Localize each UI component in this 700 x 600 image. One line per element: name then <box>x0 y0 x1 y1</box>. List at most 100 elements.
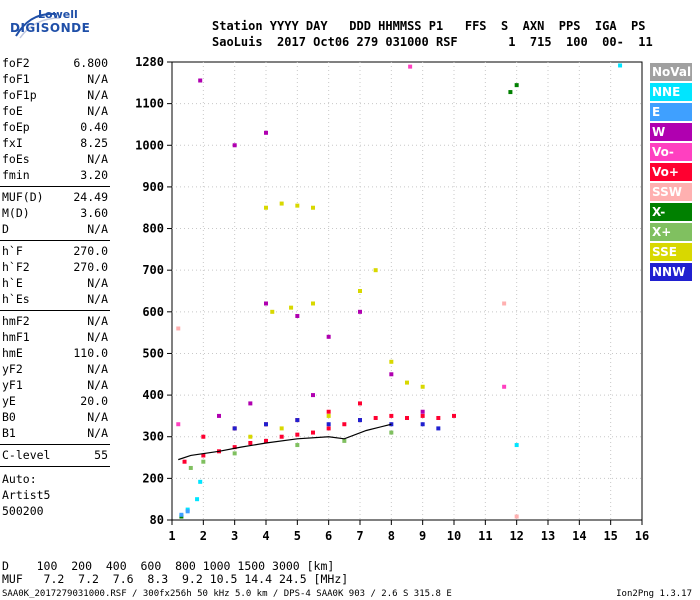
footer-file-info: SAA0K_2017279031000.RSF / 300fx256h 50 k… <box>2 589 452 599</box>
data-point-vo <box>326 409 331 414</box>
param-row-hmf1: hmF1 N/A <box>2 330 108 346</box>
data-point-vo <box>342 422 347 427</box>
param-value: 55 <box>94 448 108 462</box>
data-point-w <box>248 401 253 406</box>
grid <box>172 62 642 520</box>
data-point-sse <box>326 413 331 418</box>
param-label: hmE <box>2 346 23 360</box>
param-row-yf1: yF1 N/A <box>2 378 108 394</box>
footer-table: D 100 200 400 600 800 1000 1500 3000 [km… <box>2 560 348 586</box>
data-point-sse <box>311 301 315 306</box>
legend-item-vo: Vo+ <box>650 163 692 181</box>
y-tick-label: 700 <box>142 263 164 277</box>
y-tick-label: 400 <box>142 388 164 402</box>
data-point-vo <box>420 413 425 418</box>
param-row-hme: hmE 110.0 <box>2 346 108 362</box>
param-separator <box>0 186 110 187</box>
param-label: C-level <box>2 448 51 462</box>
param-label: foEs <box>2 152 30 166</box>
legend-item-w: W <box>650 123 692 141</box>
y-tick-label: 900 <box>142 180 164 194</box>
data-point-x <box>232 451 237 456</box>
param-value: N/A <box>87 362 108 376</box>
param-label: h`E <box>2 276 23 290</box>
param-value: 6.800 <box>73 56 108 70</box>
param-label: fmin <box>2 168 30 182</box>
data-point-nnw <box>232 426 237 431</box>
data-point-nne <box>198 479 203 484</box>
param-value: N/A <box>87 104 108 118</box>
data-point-w <box>232 143 237 148</box>
data-point-w <box>311 393 315 398</box>
param-row-mufd: MUF(D) 24.49 <box>2 190 108 206</box>
footer-d-row: D 100 200 400 600 800 1000 1500 3000 [km… <box>2 559 335 573</box>
data-point-vo <box>389 413 394 418</box>
y-axis-ticks: 80 200 300 400 500 600 700 800 900 1000 1100 1280 <box>135 55 172 527</box>
data-point-w <box>264 130 268 135</box>
x-tick-label: 2 <box>200 529 207 543</box>
header-line-2: SaoLuis 2017 Oct06 279 031000 RSF 1 715 … <box>212 35 653 49</box>
data-point-nnw <box>295 418 300 423</box>
data-point-x <box>295 443 300 448</box>
param-value: 20.0 <box>80 394 108 408</box>
x-tick-label: 11 <box>478 529 492 543</box>
y-tick-label: 600 <box>142 305 164 319</box>
data-point-vo <box>452 413 456 418</box>
param-row-hes: h`Es N/A <box>2 292 108 308</box>
param-separator <box>0 310 110 311</box>
y-tick-label: 300 <box>142 430 164 444</box>
data-points <box>176 63 623 519</box>
y-tick-label: 500 <box>142 346 164 360</box>
param-label: D <box>2 222 9 236</box>
param-label: fxI <box>2 136 23 150</box>
param-value: N/A <box>87 330 108 344</box>
param-row-md: M(D) 3.60 <box>2 206 108 222</box>
data-point-ssw <box>502 301 507 306</box>
param-label: B1 <box>2 426 16 440</box>
param-value: 24.49 <box>73 190 108 204</box>
param-row-fmin: fmin 3.20 <box>2 168 108 184</box>
data-point-nnw <box>436 426 441 431</box>
data-point-x <box>508 90 513 95</box>
legend-item-ssw: SSW <box>650 183 692 201</box>
param-row-d: D N/A <box>2 222 108 238</box>
param-row-fof1: foF1 N/A <box>2 72 108 88</box>
data-point-vo <box>201 453 206 458</box>
param-value: N/A <box>87 276 108 290</box>
param-label: foE <box>2 104 23 118</box>
param-label: hmF1 <box>2 330 30 344</box>
data-point-vo <box>311 430 315 435</box>
param-row-b1: B1 N/A <box>2 426 108 442</box>
param-row-foep: foEp 0.40 <box>2 120 108 136</box>
param-row-hf: h`F 270.0 <box>2 244 108 260</box>
param-value: N/A <box>87 222 108 236</box>
legend-item-nnw: NNW <box>650 263 692 281</box>
param-label: M(D) <box>2 206 30 220</box>
data-point-w <box>217 413 221 418</box>
header-line-1: Station YYYY DAY DDD HHMMSS P1 FFS S AXN… <box>212 19 646 33</box>
data-point-w <box>389 372 394 377</box>
data-point-nne <box>514 443 519 448</box>
param-label: h`F <box>2 244 23 258</box>
data-point-w <box>198 78 203 83</box>
param-separator <box>0 240 110 241</box>
param-value: N/A <box>87 72 108 86</box>
x-tick-label: 10 <box>447 529 461 543</box>
param-value: 270.0 <box>73 244 108 258</box>
data-point-vo <box>182 459 187 464</box>
param-row-foe: foE N/A <box>2 104 108 120</box>
data-point-x <box>389 430 394 435</box>
autoscaling-text: 500200 <box>2 504 44 518</box>
data-point-vo <box>502 384 507 389</box>
x-tick-label: 16 <box>635 529 649 543</box>
x-tick-label: 15 <box>603 529 617 543</box>
autoscaling-text: Artist5 <box>2 488 51 502</box>
param-value: N/A <box>87 426 108 440</box>
param-row-ye: yE 20.0 <box>2 394 108 410</box>
data-point-e <box>185 509 190 514</box>
data-point-vo <box>326 426 331 431</box>
param-label: h`Es <box>2 292 30 306</box>
data-point-vo <box>264 438 268 443</box>
station-header: Station YYYY DAY DDD HHMMSS P1 FFS S AXN… <box>212 18 653 50</box>
